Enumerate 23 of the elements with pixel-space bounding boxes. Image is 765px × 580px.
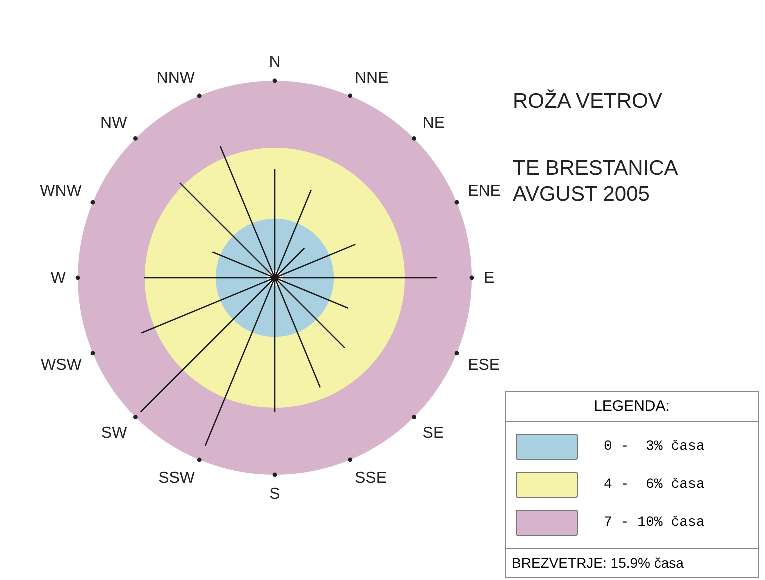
spoke-label: WNW [40,183,83,200]
spoke-label: E [484,270,495,287]
legend-title: LEGENDA: [506,392,758,422]
spoke-label: NE [422,115,446,132]
spoke-label: W [50,270,67,287]
text: TE BRESTANICA AVGUST 2005 [513,156,678,208]
spoke-label: ENE [468,183,501,200]
text: 4 - 6% časa [604,477,705,493]
spoke-label: N [269,54,281,71]
spoke-label: NNE [354,70,389,87]
spoke-label: ESE [468,356,500,374]
text: ROŽA VETROV [513,90,662,114]
spoke-label: NW [100,115,128,132]
spoke-label: S [270,486,280,503]
text: 0 - 3% časa [604,439,705,455]
spoke-label: SE [422,424,444,442]
text: 7 - 10% časa [604,515,705,531]
text: BREZVETRJE: 15.9% časa [506,548,758,577]
spoke-label: SSW [158,470,196,488]
spoke-label: WSW [41,356,83,374]
spoke-label: SSE [354,470,387,488]
spoke-label: NNW [156,70,196,87]
spoke-label: SW [101,424,128,442]
